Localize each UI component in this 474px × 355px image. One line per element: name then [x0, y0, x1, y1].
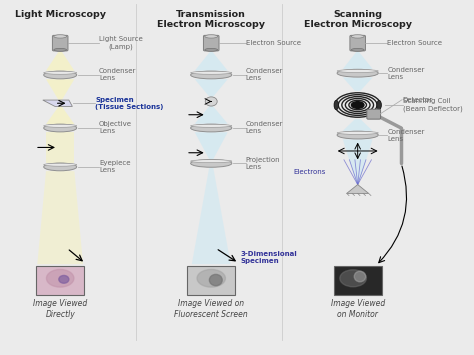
Text: Scanning
Electron Microscopy: Scanning Electron Microscopy — [304, 10, 412, 29]
Ellipse shape — [191, 160, 232, 163]
Text: Light Source
(Lamp): Light Source (Lamp) — [99, 36, 143, 50]
Polygon shape — [46, 52, 74, 71]
Polygon shape — [343, 139, 373, 185]
Text: Image Viewed
Directly: Image Viewed Directly — [33, 300, 87, 319]
Ellipse shape — [354, 271, 366, 282]
FancyBboxPatch shape — [36, 266, 84, 295]
Polygon shape — [195, 106, 228, 124]
Ellipse shape — [54, 35, 67, 38]
Text: Detector: Detector — [402, 97, 432, 103]
Polygon shape — [46, 107, 74, 124]
Polygon shape — [192, 168, 231, 264]
FancyBboxPatch shape — [334, 266, 382, 295]
Ellipse shape — [351, 48, 364, 51]
FancyBboxPatch shape — [350, 36, 365, 51]
Text: Specimen
(Tissue Sections): Specimen (Tissue Sections) — [95, 97, 164, 110]
Ellipse shape — [337, 131, 378, 134]
Polygon shape — [46, 79, 74, 100]
Polygon shape — [46, 132, 74, 163]
Circle shape — [205, 97, 217, 106]
Ellipse shape — [191, 71, 232, 74]
Ellipse shape — [205, 48, 218, 51]
Ellipse shape — [334, 100, 338, 110]
Text: Condenser
Lens: Condenser Lens — [246, 69, 283, 81]
Ellipse shape — [205, 35, 218, 38]
Text: Image Viewed
on Monitor: Image Viewed on Monitor — [330, 300, 385, 319]
Ellipse shape — [337, 131, 378, 139]
Polygon shape — [343, 77, 373, 91]
Ellipse shape — [44, 163, 77, 171]
Polygon shape — [343, 119, 373, 131]
Ellipse shape — [54, 48, 67, 51]
Polygon shape — [195, 79, 228, 97]
Polygon shape — [343, 52, 373, 69]
Ellipse shape — [59, 275, 69, 283]
Ellipse shape — [44, 71, 77, 79]
Ellipse shape — [44, 71, 77, 74]
Ellipse shape — [46, 269, 74, 287]
Ellipse shape — [44, 124, 77, 132]
Ellipse shape — [340, 270, 366, 287]
Ellipse shape — [191, 71, 232, 79]
Polygon shape — [195, 132, 228, 159]
Ellipse shape — [44, 124, 77, 127]
Ellipse shape — [44, 163, 77, 166]
Text: Eyepiece
Lens: Eyepiece Lens — [99, 160, 131, 173]
Text: Condenser
Lens: Condenser Lens — [99, 69, 137, 81]
Ellipse shape — [210, 274, 222, 286]
Text: Condenser
Lens: Condenser Lens — [246, 121, 283, 135]
Polygon shape — [195, 52, 228, 71]
Text: Condenser
Lens: Condenser Lens — [387, 129, 425, 142]
Ellipse shape — [351, 35, 364, 38]
FancyBboxPatch shape — [203, 36, 219, 51]
Text: Electron Source: Electron Source — [387, 40, 442, 46]
FancyBboxPatch shape — [367, 109, 381, 119]
Polygon shape — [43, 100, 73, 106]
FancyBboxPatch shape — [53, 36, 68, 51]
Polygon shape — [346, 185, 369, 193]
Text: 3-Dimensional
Specimen: 3-Dimensional Specimen — [241, 251, 298, 263]
Ellipse shape — [197, 269, 226, 287]
Ellipse shape — [191, 124, 232, 127]
Text: Image Viewed on
Fluorescent Screen: Image Viewed on Fluorescent Screen — [174, 300, 248, 319]
FancyBboxPatch shape — [187, 266, 235, 295]
Text: Condenser
Lens: Condenser Lens — [387, 67, 425, 80]
Ellipse shape — [191, 124, 232, 132]
Polygon shape — [37, 171, 83, 264]
Text: Electron Source: Electron Source — [246, 40, 301, 46]
Text: Scanning Coil
(Beam Deflector): Scanning Coil (Beam Deflector) — [402, 98, 462, 112]
Text: Objective
Lens: Objective Lens — [99, 121, 132, 135]
Text: Light Microscopy: Light Microscopy — [15, 10, 106, 18]
Ellipse shape — [351, 102, 364, 108]
Text: Transmission
Electron Microscopy: Transmission Electron Microscopy — [157, 10, 265, 29]
Text: Projection
Lens: Projection Lens — [246, 157, 280, 170]
Ellipse shape — [377, 100, 382, 110]
Ellipse shape — [337, 69, 378, 77]
Ellipse shape — [191, 159, 232, 167]
Text: Electrons: Electrons — [293, 169, 326, 175]
Ellipse shape — [337, 70, 378, 72]
